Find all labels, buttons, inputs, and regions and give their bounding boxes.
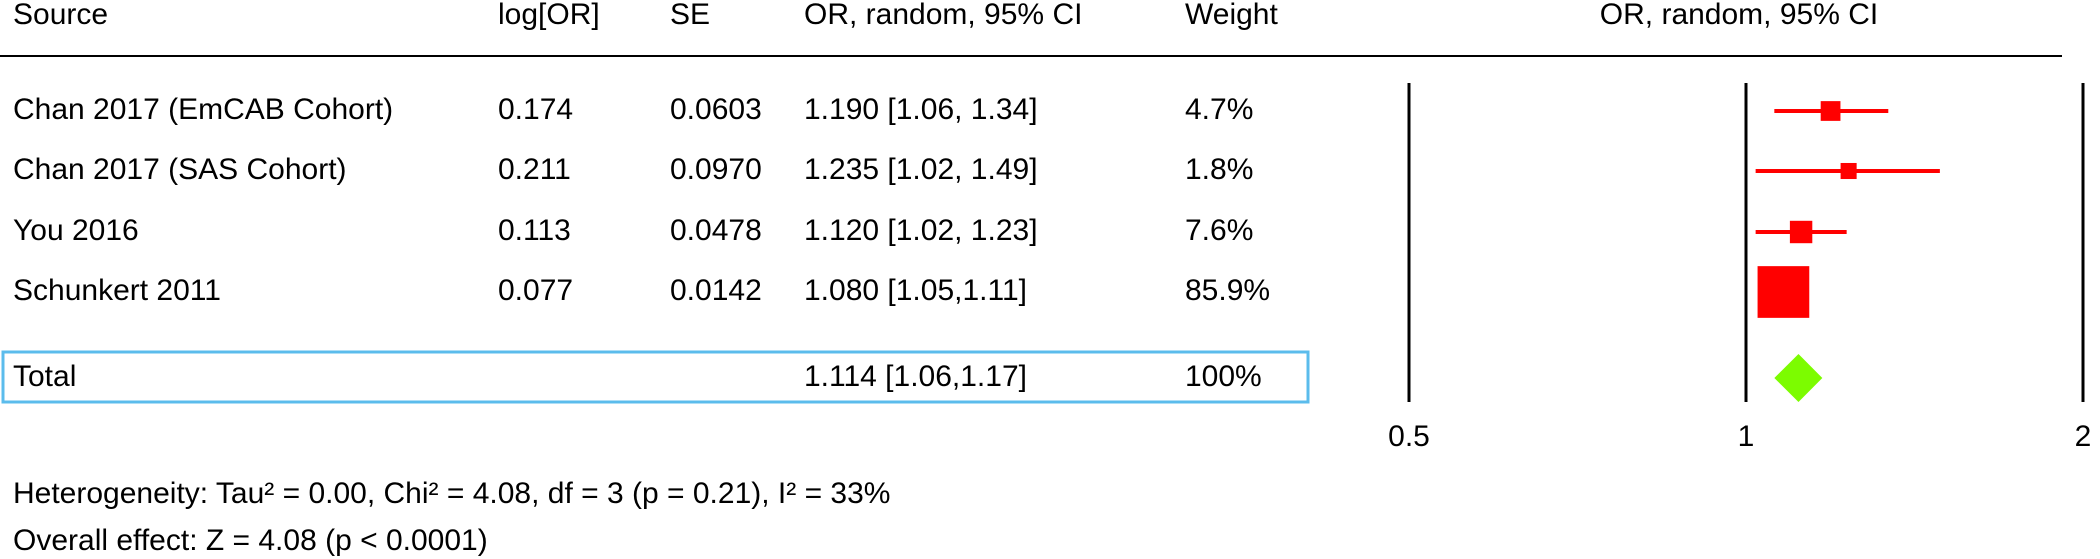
total-label: Total: [13, 360, 76, 393]
effect-square: [1757, 266, 1810, 318]
total-or: 1.114 [1.06,1.17]: [804, 360, 1027, 393]
table-cell: 1.190 [1.06, 1.34]: [804, 93, 1038, 126]
table-cell: 0.0478: [670, 214, 762, 247]
table-cell: 1.235 [1.02, 1.49]: [804, 153, 1038, 186]
table-cell: 1.120 [1.02, 1.23]: [804, 214, 1038, 247]
x-tick-label: 2: [2075, 420, 2092, 453]
plot-title: OR, random, 95% CI: [1600, 0, 1878, 31]
total-weight: 100%: [1185, 360, 1262, 393]
overall-effect: Overall effect: Z = 4.08 (p < 0.0001): [13, 524, 488, 557]
table-cell: Schunkert 2011: [13, 274, 221, 307]
table-cell: 0.211: [498, 153, 571, 186]
column-header: SE: [670, 0, 710, 31]
column-header: OR, random, 95% CI: [804, 0, 1082, 31]
column-header: log[OR]: [498, 0, 600, 31]
total-box: [1, 350, 1310, 404]
column-header: Source: [13, 0, 108, 31]
effect-square: [1820, 101, 1841, 121]
table-cell: 85.9%: [1185, 274, 1270, 307]
table-cell: You 2016: [13, 214, 139, 247]
table-cell: 0.113: [498, 214, 571, 247]
table-cell: 0.077: [498, 274, 573, 307]
table-cell: 0.0970: [670, 153, 762, 186]
table-cell: 4.7%: [1185, 93, 1253, 126]
total-diamond: [1774, 354, 1823, 402]
table-cell: 1.080 [1.05,1.11]: [804, 274, 1027, 307]
heterogeneity: Heterogeneity: Tau² = 0.00, Chi² = 4.08,…: [13, 477, 890, 510]
table-cell: 0.174: [498, 93, 573, 126]
table-cell: Chan 2017 (SAS Cohort): [13, 153, 347, 186]
x-tick-label: 1: [1738, 420, 1755, 453]
table-cell: Chan 2017 (EmCAB Cohort): [13, 93, 393, 126]
table-cell: 7.6%: [1185, 214, 1253, 247]
table-cell: 1.8%: [1185, 153, 1253, 186]
column-header: Weight: [1185, 0, 1278, 31]
table-cell: 0.0142: [670, 274, 762, 307]
effect-square: [1840, 162, 1857, 180]
x-tick-label: 0.5: [1388, 420, 1430, 453]
table-cell: 0.0603: [670, 93, 762, 126]
effect-square: [1789, 220, 1813, 244]
